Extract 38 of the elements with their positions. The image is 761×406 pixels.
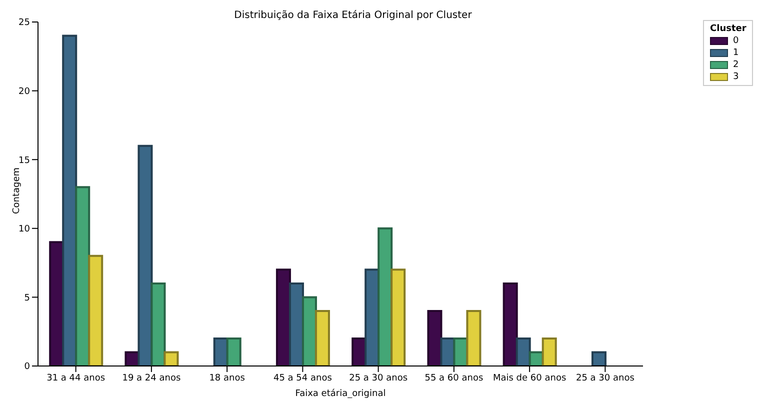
bar xyxy=(150,282,166,366)
y-tick-label: 10 xyxy=(18,224,30,235)
bar xyxy=(591,351,606,366)
x-tick-label: 25 a 30 anos xyxy=(349,373,408,384)
bar xyxy=(62,34,78,366)
y-tick-label: 5 xyxy=(24,293,30,304)
y-tick-label: 0 xyxy=(24,362,30,372)
bar xyxy=(542,337,557,366)
y-tick-label: 20 xyxy=(18,86,30,97)
legend-label: 3 xyxy=(733,72,739,82)
bar xyxy=(88,254,104,366)
bar xyxy=(466,310,482,366)
chart-title: Distribuição da Faixa Etária Original por Cluster xyxy=(234,10,472,21)
bar xyxy=(378,227,393,366)
legend-label: 0 xyxy=(733,36,739,46)
bar xyxy=(138,144,153,366)
bar xyxy=(164,351,179,366)
bar xyxy=(314,310,330,366)
y-tick-label: 25 xyxy=(18,18,30,28)
x-tick-label: 31 a 44 anos xyxy=(46,373,106,384)
bar xyxy=(390,268,406,366)
y-axis-title: Contagem xyxy=(12,167,22,214)
x-tick-label: 19 a 24 anos xyxy=(122,373,181,384)
x-tick-label: 55 a 60 anos xyxy=(424,373,484,384)
bar xyxy=(502,282,518,366)
bar xyxy=(75,186,90,366)
x-tick-label: 25 a 30 anos xyxy=(576,373,635,384)
legend-title: Cluster xyxy=(710,24,746,34)
x-tick-label: Mais de 60 anos xyxy=(492,373,566,384)
bar xyxy=(427,310,442,366)
legend-label: 2 xyxy=(733,60,739,70)
x-tick-label: 45 a 54 anos xyxy=(273,373,332,384)
y-tick-label: 15 xyxy=(18,156,30,166)
x-tick-label: 18 anos xyxy=(209,373,246,384)
bar xyxy=(516,337,531,366)
x-axis-title: Faixa etária_original xyxy=(295,388,386,399)
legend-label: 1 xyxy=(733,48,739,58)
bar xyxy=(226,337,242,366)
